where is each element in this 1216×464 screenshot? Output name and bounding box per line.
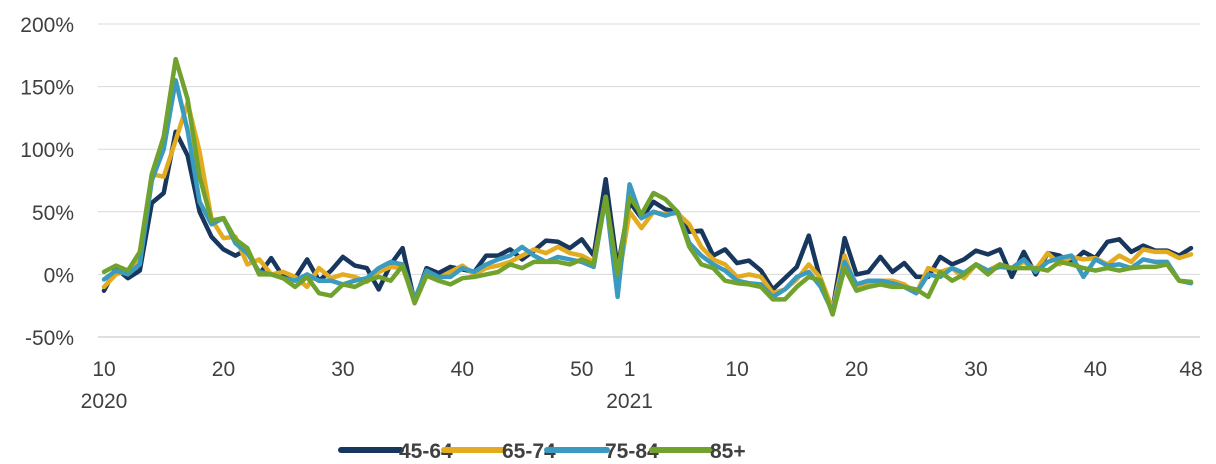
x-tick-label: 40 xyxy=(1084,358,1107,381)
x-tick-label: 1 xyxy=(624,358,636,381)
x-tick-label: 48 xyxy=(1179,358,1202,381)
x-tick-label: 30 xyxy=(964,358,987,381)
legend-label-75-84: 75-84 xyxy=(605,440,659,463)
gridlines xyxy=(98,23,1200,338)
legend-label-45-64: 45-64 xyxy=(399,440,453,463)
series-line-85+ xyxy=(101,56,1194,317)
x-tick-label: 50 xyxy=(570,358,593,381)
legend: 45-64 65-74 75-84 85+ xyxy=(338,440,746,463)
x-tick-label: 20 xyxy=(845,358,868,381)
x-tick-year-label: 2021 xyxy=(606,390,653,413)
y-tick-label: 50% xyxy=(32,202,74,225)
y-tick-label: -50% xyxy=(25,327,74,350)
x-tick-label: 20 xyxy=(212,358,235,381)
legend-label-85+: 85+ xyxy=(710,440,746,463)
y-tick-label: 200% xyxy=(20,14,74,37)
y-axis-tick-labels: -50% 0% 50% 100% 150% 200% xyxy=(20,14,74,350)
y-tick-label: 150% xyxy=(20,77,74,100)
series-lines xyxy=(101,56,1194,317)
x-tick-year-label: 2020 xyxy=(81,390,128,413)
series-line-75-84 xyxy=(101,78,1194,315)
legend-label-65-74: 65-74 xyxy=(502,440,556,463)
y-tick-label: 0% xyxy=(44,264,74,287)
x-tick-label: 10 xyxy=(92,358,115,381)
x-tick-label: 40 xyxy=(451,358,474,381)
x-tick-label: 10 xyxy=(725,358,748,381)
x-tick-label: 30 xyxy=(331,358,354,381)
y-tick-label: 100% xyxy=(20,139,74,162)
